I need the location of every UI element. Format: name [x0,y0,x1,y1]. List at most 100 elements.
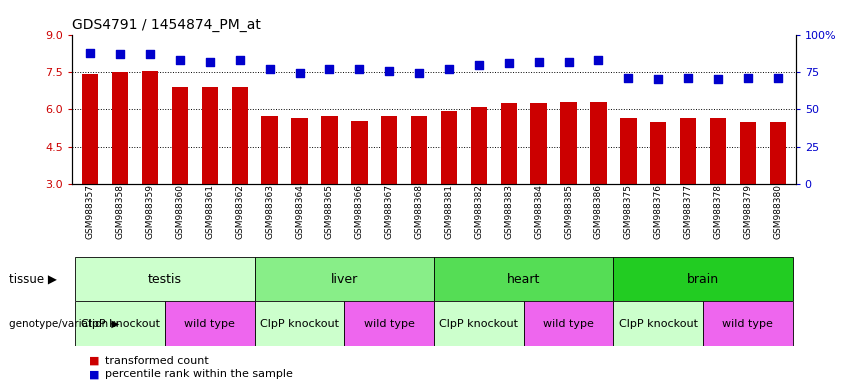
Text: GSM988366: GSM988366 [355,184,363,239]
Point [412,70,426,76]
Bar [76,257,254,301]
Bar [703,301,792,346]
Bar [231,87,248,184]
Bar [560,102,577,184]
Point [382,68,396,74]
Text: transformed count: transformed count [105,356,208,366]
Text: GSM988368: GSM988368 [414,184,424,239]
Text: wild type: wild type [363,318,414,329]
Bar [740,122,756,184]
Bar [680,118,696,184]
Text: GSM988359: GSM988359 [146,184,155,239]
Bar [291,118,308,184]
Text: tissue ▶: tissue ▶ [9,273,56,286]
Point [741,75,755,81]
Text: ■: ■ [89,369,100,379]
Point [83,50,97,56]
Text: GSM988385: GSM988385 [564,184,573,239]
Point [591,57,605,63]
Bar [591,102,607,184]
Text: GSM988364: GSM988364 [295,184,304,239]
Point [562,58,575,65]
Text: GSM988376: GSM988376 [654,184,663,239]
Text: GSM988360: GSM988360 [175,184,185,239]
Text: testis: testis [148,273,182,286]
Bar [172,87,188,184]
Text: GSM988381: GSM988381 [444,184,454,239]
Bar [411,116,427,184]
Text: GSM988361: GSM988361 [205,184,214,239]
Text: GSM988378: GSM988378 [713,184,722,239]
Text: ClpP knockout: ClpP knockout [619,318,698,329]
Bar [112,72,129,184]
Text: wild type: wild type [543,318,594,329]
Text: percentile rank within the sample: percentile rank within the sample [105,369,293,379]
Bar [471,107,487,184]
Bar [500,103,517,184]
Bar [710,118,726,184]
Text: GSM988383: GSM988383 [505,184,513,239]
Text: GSM988382: GSM988382 [474,184,483,239]
Point [233,57,247,63]
Bar [76,301,165,346]
Point [323,66,336,72]
Bar [261,116,277,184]
Text: GSM988377: GSM988377 [683,184,693,239]
Text: ClpP knockout: ClpP knockout [81,318,160,329]
Point [651,76,665,83]
Text: ClpP knockout: ClpP knockout [439,318,518,329]
Point [532,58,545,65]
Text: GSM988384: GSM988384 [534,184,543,239]
Point [352,66,366,72]
Point [263,66,277,72]
Point [771,75,785,81]
Text: brain: brain [687,273,719,286]
Text: GDS4791 / 1454874_PM_at: GDS4791 / 1454874_PM_at [72,18,261,32]
Text: liver: liver [331,273,358,286]
Point [472,61,486,68]
Bar [620,118,637,184]
Bar [614,257,792,301]
Text: GSM988362: GSM988362 [235,184,244,239]
Bar [650,122,666,184]
Point [443,66,456,72]
Text: heart: heart [507,273,540,286]
Text: ■: ■ [89,356,100,366]
Bar [381,116,397,184]
Text: wild type: wild type [722,318,774,329]
Bar [254,257,434,301]
Point [502,60,516,66]
Bar [434,257,614,301]
Text: genotype/variation ▶: genotype/variation ▶ [9,318,119,329]
Point [711,76,725,83]
Text: wild type: wild type [185,318,235,329]
Point [293,70,306,76]
Bar [345,301,434,346]
Bar [321,116,338,184]
Point [113,51,127,57]
Text: GSM988358: GSM988358 [116,184,124,239]
Bar [82,74,99,184]
Bar [202,87,218,184]
Point [621,75,635,81]
Bar [769,122,786,184]
Text: GSM988367: GSM988367 [385,184,394,239]
Bar [523,301,614,346]
Point [173,57,186,63]
Text: GSM988363: GSM988363 [266,184,274,239]
Bar [441,111,457,184]
Text: GSM988365: GSM988365 [325,184,334,239]
Bar [434,301,523,346]
Point [143,51,157,57]
Text: GSM988386: GSM988386 [594,184,603,239]
Bar [254,301,345,346]
Bar [614,301,703,346]
Point [682,75,695,81]
Point [203,58,217,65]
Bar [142,71,158,184]
Bar [165,301,254,346]
Bar [530,103,547,184]
Text: GSM988380: GSM988380 [774,184,782,239]
Text: GSM988357: GSM988357 [86,184,94,239]
Text: ClpP knockout: ClpP knockout [260,318,339,329]
